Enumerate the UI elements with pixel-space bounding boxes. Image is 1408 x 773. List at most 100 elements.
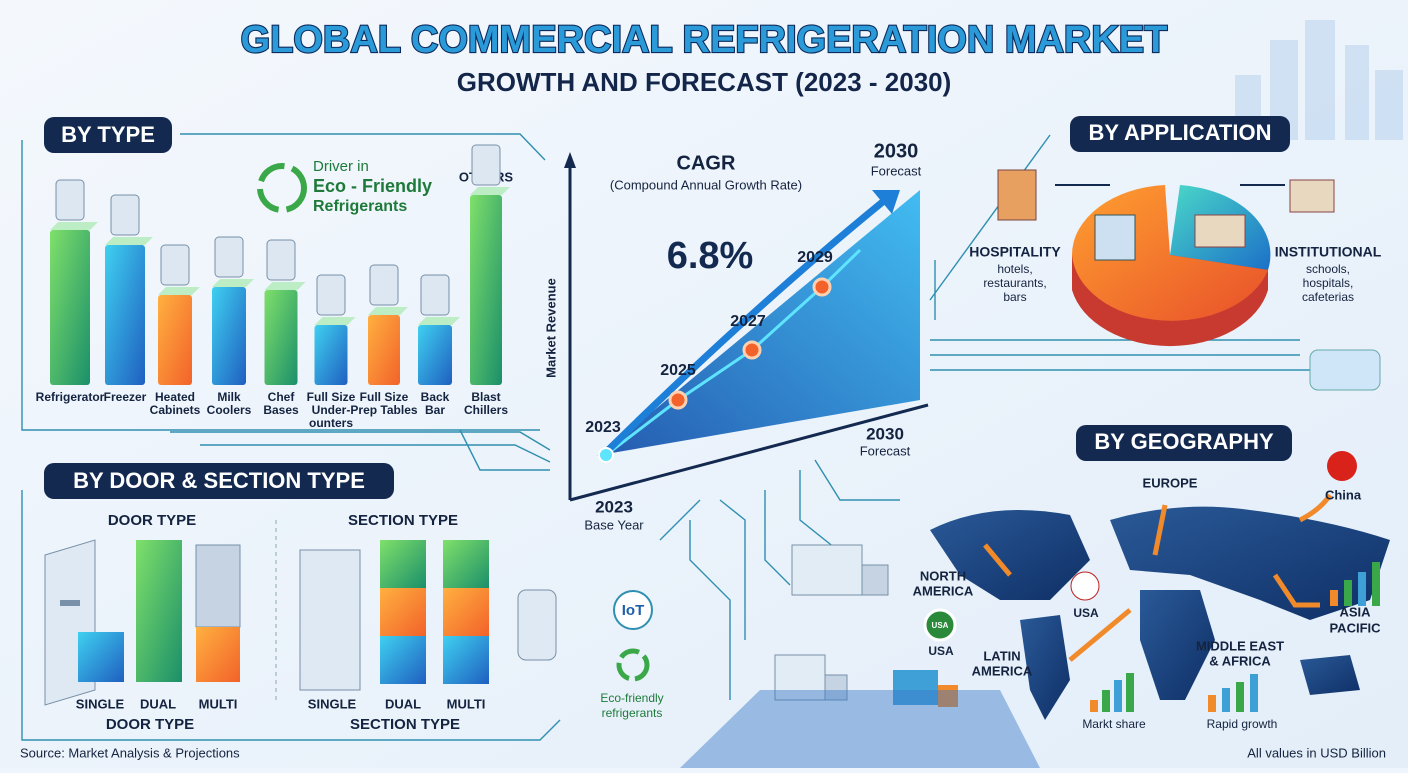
driver-text: Refrigerants [313,198,407,215]
bar-top [314,317,356,325]
right-year: 2030 [866,424,904,443]
region: & AFRICA [1209,653,1271,668]
appliance-icon [369,264,399,306]
type-label: Prep Tables [350,403,417,417]
section-item: SINGLE [308,696,357,711]
heading-pill [1070,116,1290,152]
region: USA [928,644,954,658]
right-note: Forecast [860,443,911,458]
section-footer: SECTION TYPE [350,716,460,733]
type-label: Bar [425,403,445,417]
heading: BY GEOGRAPHY [1094,429,1274,454]
point-label: 2027 [730,313,766,330]
recycle-icon [257,163,307,213]
device-icon [1309,349,1381,391]
type-label: Full Size [360,390,409,404]
appliance-icon [420,274,450,316]
units: All values in USD Billion [1247,745,1386,760]
type-label: Bases [263,403,299,417]
type-label: Coolers [207,403,252,417]
world-map [930,506,1390,720]
region: LATIN [983,648,1020,663]
heading-pill [44,117,172,153]
type-label: ounters [309,416,353,430]
iot-icon [613,590,653,630]
type-label: Chillers [464,403,508,417]
appliance-icon [110,194,140,236]
bar-top [105,237,153,245]
heading: BY DOOR & SECTION TYPE [73,468,365,493]
arrow-head [872,190,900,214]
door-item: DUAL [140,696,176,711]
source: Source: Market Analysis & Projections [20,745,240,760]
appliance-icon [214,236,244,278]
arrows [983,493,1333,662]
growth-area [600,190,920,455]
point-label: 2023 [585,419,621,436]
region: AMERICA [972,663,1033,678]
pie [997,169,1335,347]
type-bar [264,290,298,385]
recycle-icon [616,648,650,682]
panel-line [21,490,561,741]
app-title: INSTITUTIONAL [1275,244,1382,260]
iot-label: IoT [622,602,645,619]
type-bar [105,245,145,385]
region: EUROPE [1143,475,1198,490]
points [598,277,832,463]
region: USA [1073,606,1099,620]
badge: USA [932,621,949,630]
top-note: Forecast [871,163,922,178]
app-desc: schools, [1306,262,1350,276]
bar-top [212,279,254,287]
type-label: Milk [217,390,241,404]
trucks [774,544,958,707]
caption: Markt share [1082,717,1146,731]
cagr: CAGR [677,152,736,174]
subtitle: GROWTH AND FORECAST (2023 - 2030) [457,67,952,97]
point-label: 2029 [797,249,833,266]
caption: Rapid growth [1207,717,1278,731]
door-item: SINGLE [76,696,125,711]
circuit [929,134,1340,371]
driver-text: Driver in [313,158,369,175]
region: ASIA [1339,604,1371,619]
bar-top [368,307,408,315]
eco-text: refrigerants [602,706,663,720]
title: GLOBAL COMMERCIAL REFRIGERATION MARKET [241,19,1168,61]
app-title: HOSPITALITY [969,244,1061,260]
section-item: DUAL [385,696,421,711]
app-desc: restaurants, [983,276,1046,290]
bar-top [470,187,510,195]
door-title: DOOR TYPE [108,512,196,529]
type-label: Refrigerator [36,390,105,404]
appliance-icon [471,144,501,186]
base-note: Base Year [584,517,644,532]
region: NORTH [920,568,966,583]
blueprint [680,690,1040,768]
bar-top [264,282,306,290]
app-desc: hospitals, [1303,276,1354,290]
eco-text: Eco-friendly [600,691,663,705]
type-bar [418,325,452,385]
type-bar [314,325,348,385]
type-label: Full Size [307,390,356,404]
appliance-icon [266,239,296,281]
bar-top [50,222,98,230]
heading: BY TYPE [61,122,155,147]
circuit [170,429,551,471]
growth-arrow [597,197,888,461]
skyline [1235,20,1403,140]
heading-pill [1076,425,1292,461]
axis [569,403,929,502]
section-item: MULTI [447,696,486,711]
appliance-icon [55,179,85,221]
mini-bars [923,451,1380,712]
type-label: Heated [155,390,195,404]
door-footer: DOOR TYPE [106,716,194,733]
appliance-icon [160,244,190,286]
top-year: 2030 [874,140,919,162]
region: AMERICA [913,583,974,598]
